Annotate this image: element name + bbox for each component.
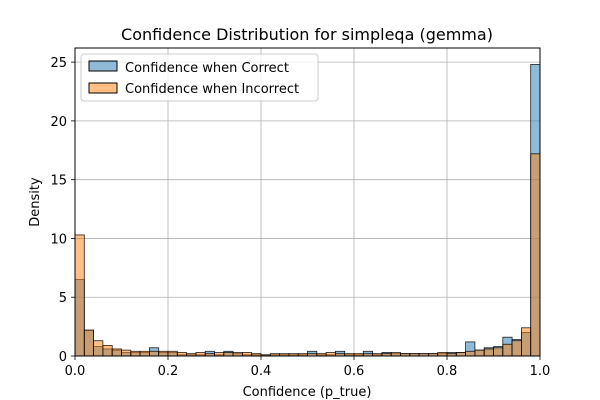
x-tick-label: 0.6 — [344, 364, 365, 379]
legend-swatch-correct — [88, 60, 118, 72]
x-tick-label: 0.4 — [251, 364, 272, 379]
bar-incorrect — [148, 350, 160, 357]
y-tick-label: 10 — [50, 232, 67, 247]
bar-incorrect — [121, 349, 132, 357]
y-tick-label: 15 — [50, 174, 67, 189]
bar-incorrect — [474, 349, 485, 357]
legend-swatch-incorrect — [88, 82, 118, 94]
bar-incorrect — [83, 329, 95, 357]
chart-title: Confidence Distribution for simpleqa (ge… — [121, 25, 493, 44]
legend: Confidence when Correct Confidence when … — [80, 53, 319, 102]
bar-incorrect — [102, 345, 113, 357]
bar-incorrect — [455, 352, 466, 357]
bar-incorrect — [111, 348, 122, 357]
bar-incorrect — [158, 350, 169, 357]
legend-box — [80, 53, 319, 102]
bar-incorrect — [214, 352, 225, 357]
bar-incorrect — [437, 352, 448, 357]
bar-incorrect — [223, 352, 234, 357]
axis-ticks: 0.0 0.2 0.4 0.6 0.8 1.0 0 5 10 15 20 25 — [50, 56, 550, 379]
bar-incorrect — [139, 350, 150, 357]
x-tick-label: 1.0 — [530, 364, 551, 379]
x-tick-label: 0.2 — [158, 364, 179, 379]
legend-label-correct: Confidence when Correct — [125, 61, 289, 76]
bar-incorrect — [530, 153, 541, 357]
x-tick-label: 0.0 — [65, 364, 86, 379]
bar-incorrect — [195, 352, 206, 357]
bar-incorrect — [167, 350, 178, 357]
bar-incorrect — [176, 352, 188, 357]
plot-frame — [74, 47, 541, 357]
bar-incorrect — [511, 340, 522, 357]
bar-incorrect — [130, 350, 141, 357]
x-tick-label: 0.8 — [437, 364, 458, 379]
y-tick-label: 5 — [59, 291, 67, 306]
legend-label-incorrect: Confidence when Incorrect — [125, 82, 299, 97]
bar-incorrect — [241, 352, 253, 357]
bar-incorrect — [521, 327, 532, 357]
y-axis-title: Density — [28, 177, 43, 227]
y-tick-label: 25 — [50, 56, 67, 71]
bar-incorrect — [74, 234, 85, 357]
bar-incorrect — [232, 352, 243, 357]
bar-incorrect — [465, 350, 476, 357]
bar-incorrect — [483, 348, 494, 357]
bar-incorrect — [93, 340, 104, 357]
y-tick-label: 0 — [59, 350, 67, 365]
bar-incorrect — [493, 347, 504, 357]
bar-incorrect — [502, 343, 513, 357]
x-axis-title: Confidence (p_true) — [243, 385, 372, 400]
bar-incorrect — [325, 352, 336, 357]
bar-incorrect — [390, 352, 401, 357]
y-tick-label: 20 — [50, 115, 67, 130]
